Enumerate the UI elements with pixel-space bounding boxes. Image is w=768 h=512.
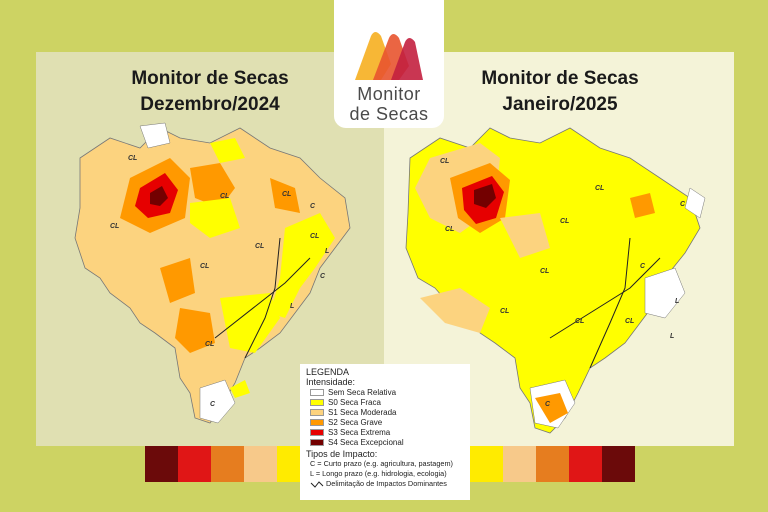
legend-item: S0 Seca Fraca — [310, 397, 464, 407]
map-label-cl: CL — [625, 318, 634, 325]
map-label-c: C — [210, 401, 216, 408]
map-label-l: L — [675, 298, 679, 305]
map-label-cl: CL — [205, 341, 214, 348]
legend-item-label: Sem Seca Relativa — [328, 387, 397, 397]
strip-segment — [503, 446, 536, 482]
map-label-cl: CL — [575, 318, 584, 325]
strip-segment — [602, 446, 635, 482]
legend-swatch — [310, 408, 324, 416]
map-label-c: C — [545, 401, 551, 408]
map-label-l: L — [325, 248, 329, 255]
legend-impact-line-label: Delimitação de Impactos Dominantes — [326, 479, 447, 488]
legend-item: Sem Seca Relativa — [310, 387, 464, 397]
legend-swatch — [310, 418, 324, 426]
map-label-cl: CL — [255, 243, 264, 250]
map-label-cl: CL — [440, 158, 449, 165]
map-label-c: C — [320, 273, 326, 280]
legend-item-label: S3 Seca Extrema — [328, 427, 391, 437]
legend-item: S4 Seca Excepcional — [310, 437, 464, 447]
right-map-title: Monitor de Secas Janeiro/2025 — [440, 66, 680, 118]
left-title-line2: Dezembro/2024 — [140, 94, 280, 115]
map-label-l: L — [290, 303, 294, 310]
right-title-line1: Monitor de Secas — [481, 68, 639, 89]
map-label-cl: CL — [500, 308, 509, 315]
legend-impact-title: Tipos de Impacto: — [306, 449, 378, 459]
legend-title: LEGENDA — [306, 367, 350, 377]
map-label-l: L — [670, 333, 674, 340]
legend-impact-line-row: Delimitação de Impactos Dominantes — [310, 479, 464, 489]
left-map-title: Monitor de Secas Dezembro/2024 — [90, 66, 330, 118]
legend-impact-short: C = Curto prazo (e.g. agricultura, pasta… — [310, 459, 453, 468]
right-drought-map: CL CL CL CL CL CL CL CL C C C L L — [405, 127, 706, 434]
left-title-line1: Monitor de Secas — [131, 68, 289, 89]
map-label-c: C — [680, 201, 686, 208]
legend-intensity-label: Intensidade: — [306, 377, 356, 387]
logo: Monitor de Secas — [334, 0, 444, 128]
map-label-cl: CL — [445, 226, 454, 233]
map-label-cl: CL — [110, 223, 119, 230]
map-label-cl: CL — [220, 193, 229, 200]
legend-item-label: S1 Seca Moderada — [328, 407, 397, 417]
legend-item: S3 Seca Extrema — [310, 427, 464, 437]
strip-segment — [536, 446, 569, 482]
legend-item-label: S4 Seca Excepcional — [328, 437, 404, 447]
strip-segment — [211, 446, 244, 482]
strip-segment — [470, 446, 503, 482]
legend-items: Sem Seca Relativa S0 Seca Fraca S1 Seca Mo… — [306, 387, 464, 447]
legend-item-label: S2 Seca Grave — [328, 417, 383, 427]
strip-segment — [178, 446, 211, 482]
map-label-cl: CL — [540, 268, 549, 275]
map-label-cl: CL — [595, 185, 604, 192]
map-label-c: C — [640, 263, 646, 270]
impact-line-icon — [310, 480, 324, 488]
logo-mark-icon — [355, 32, 423, 80]
legend-impact-long: L = Longo prazo (e.g. hidrologia, ecolog… — [310, 469, 447, 478]
legend-swatch — [310, 438, 324, 446]
legend-swatch — [310, 388, 324, 396]
legend-swatch — [310, 428, 324, 436]
left-drought-map: CL CL CL CL CL CL CL CL C C C L L — [74, 122, 351, 424]
legend-item: S2 Seca Grave — [310, 417, 464, 427]
map-label-cl: CL — [128, 155, 137, 162]
strip-segment — [145, 446, 178, 482]
map-label-cl: CL — [310, 233, 319, 240]
legend-swatch — [310, 398, 324, 406]
strip-segment — [569, 446, 602, 482]
map-label-cl: CL — [560, 218, 569, 225]
strip-segment — [244, 446, 277, 482]
map-label-c: C — [310, 203, 316, 210]
logo-text-line1: Monitor — [357, 84, 421, 104]
legend: LEGENDA Intensidade: Sem Seca Relativa S0… — [300, 364, 470, 500]
legend-item: S1 Seca Moderada — [310, 407, 464, 417]
logo-text-line2: de Secas — [349, 104, 429, 124]
legend-item-label: S0 Seca Fraca — [328, 397, 381, 407]
map-label-cl: CL — [200, 263, 209, 270]
right-title-line2: Janeiro/2025 — [502, 94, 618, 115]
map-label-cl: CL — [282, 191, 291, 198]
